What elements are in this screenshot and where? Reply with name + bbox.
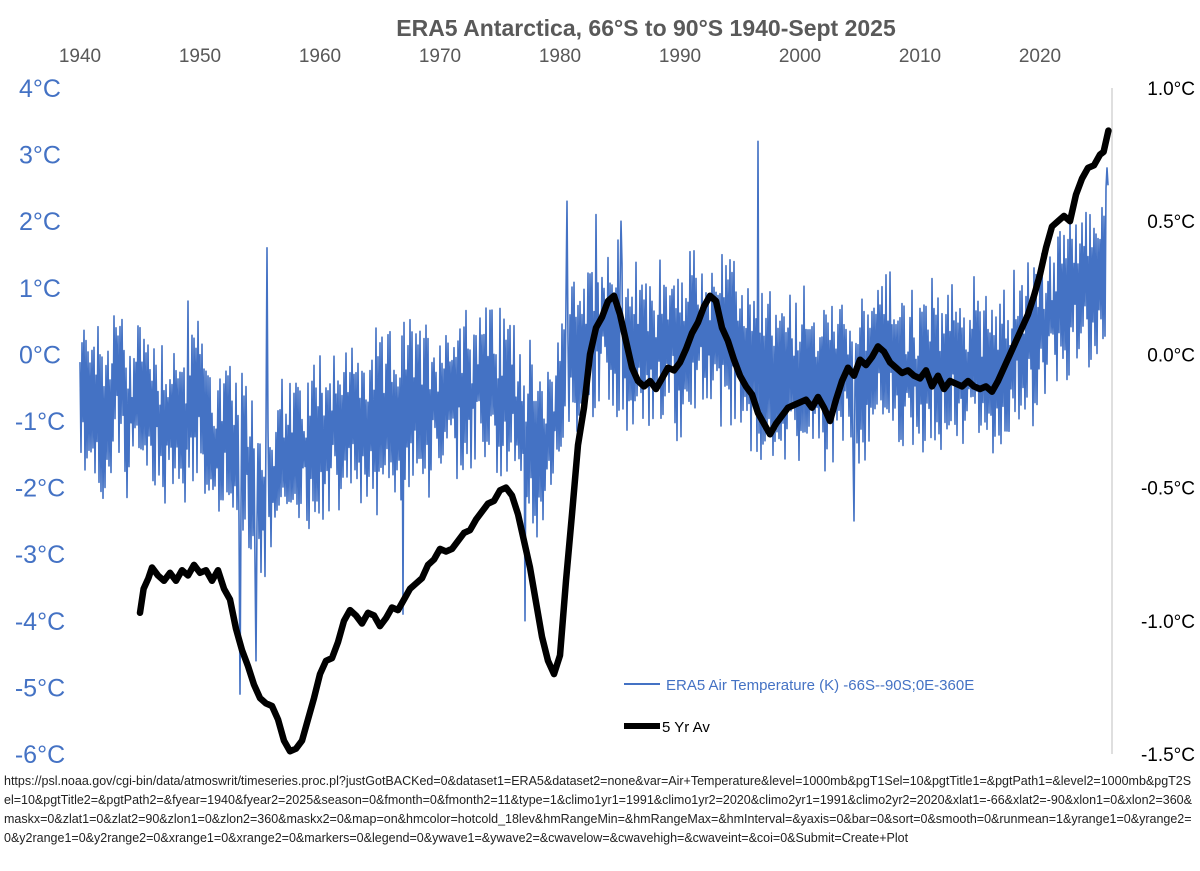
y-left-tick-label: 2°C [19,208,61,236]
x-tick-label: 1940 [59,46,101,67]
y-right-tick-label: 0.0°C [1147,345,1195,366]
x-tick-label: 1970 [419,46,461,67]
y-left-tick-label: 4°C [19,75,61,103]
y-left-tick-label: -4°C [15,608,65,636]
y-right-tick-label: -1.0°C [1141,612,1195,633]
series-monthly-line [79,140,1109,695]
y-left-tick-label: -6°C [15,741,65,769]
y-left-tick-label: -5°C [15,674,65,702]
y-axis-right-ticks: 1.0°C 0.5°C 0.0°C -0.5°C -1.0°C -1.5°C [1141,79,1195,766]
x-tick-label: 1990 [659,46,701,67]
y-left-tick-label: -2°C [15,475,65,503]
x-tick-label: 1960 [299,46,341,67]
legend-label-monthly: ERA5 Air Temperature (K) -66S--90S;0E-36… [666,677,974,694]
x-axis-ticks: 1940 1950 1960 1970 1980 1990 2000 2010 2020 [59,46,1061,67]
y-left-tick-label: 0°C [19,341,61,369]
y-right-tick-label: 0.5°C [1147,212,1195,233]
y-left-tick-label: 1°C [19,275,61,303]
y-left-tick-label: -3°C [15,541,65,569]
source-url: https://psl.noaa.gov/cgi-bin/data/atmosw… [4,774,1192,845]
x-tick-label: 1950 [179,46,221,67]
y-axis-left-ticks: 4°C 3°C 2°C 1°C 0°C -1°C -2°C -3°C -4°C -5°C -6°C [15,75,65,769]
series-5yr-average-line [136,127,1112,755]
y-right-tick-label: -1.5°C [1141,745,1195,766]
y-right-tick-label: -0.5°C [1141,479,1195,500]
chart-title: ERA5 Antarctica, 66°S to 90°S 1940-Sept … [396,15,896,41]
legend: ERA5 Air Temperature (K) -66S--90S;0E-36… [624,677,974,736]
y-left-tick-label: 3°C [19,142,61,170]
x-tick-label: 1980 [539,46,581,67]
series-layer [79,127,1112,755]
y-left-tick-label: -1°C [15,408,65,436]
legend-label-average: 5 Yr Av [662,719,710,736]
y-right-tick-label: 1.0°C [1147,79,1195,100]
x-tick-label: 2020 [1019,46,1061,67]
x-tick-label: 2000 [779,46,821,67]
x-tick-label: 2010 [899,46,941,67]
